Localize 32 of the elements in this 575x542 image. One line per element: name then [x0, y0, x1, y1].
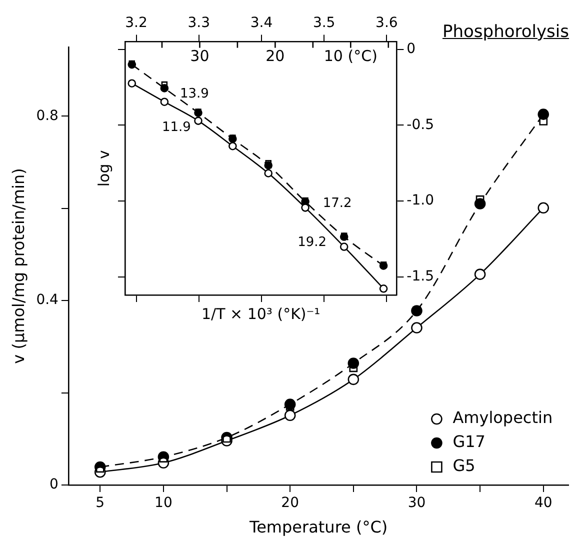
y-tick-label: -1.5: [406, 268, 434, 284]
y-tick-label: 0.4: [36, 292, 59, 308]
x-tick-label: 5: [96, 495, 105, 512]
x-tick-label: 30: [408, 495, 426, 512]
legend-label: Amylopectin: [452, 408, 553, 428]
x2-tick-label: 20: [266, 47, 285, 66]
x-tick-label: 3.3: [188, 15, 210, 32]
y-tick-label: 0: [406, 41, 416, 58]
y-axis-title: v (μmol/mg protein/min): [8, 168, 28, 364]
x-tick-label: 3.4: [250, 15, 273, 32]
chart-title: Phosphorolysis: [442, 22, 569, 42]
annotation: 17.2: [322, 196, 352, 211]
y-tick-label: 0.8: [36, 108, 58, 124]
annotation: 19.2: [298, 235, 327, 250]
y-tick-label: 0: [50, 476, 58, 493]
x2-tick-label: 10 (°C): [324, 47, 378, 66]
x-tick-label: 20: [281, 495, 299, 512]
y-axis-title: log v: [94, 150, 113, 187]
x-axis-title: 1/T × 10³ (°K)⁻¹: [201, 304, 320, 323]
x-tick-label: 3.2: [125, 15, 148, 32]
x-tick-label: 3.5: [312, 15, 336, 32]
y-tick-label: -1.0: [406, 192, 434, 209]
x-axis-title: Temperature (°C): [248, 518, 388, 537]
legend-label: G17: [452, 432, 486, 452]
y-tick-label: -0.5: [406, 116, 434, 133]
x-tick-label: 10: [154, 495, 172, 512]
x-tick-label: 40: [534, 495, 552, 512]
x2-tick-label: 30: [190, 47, 210, 66]
legend-label: G5: [452, 456, 476, 476]
annotation: 11.9: [162, 120, 191, 136]
x-tick-label: 3.6: [376, 15, 398, 32]
annotation: 13.9: [180, 86, 209, 102]
